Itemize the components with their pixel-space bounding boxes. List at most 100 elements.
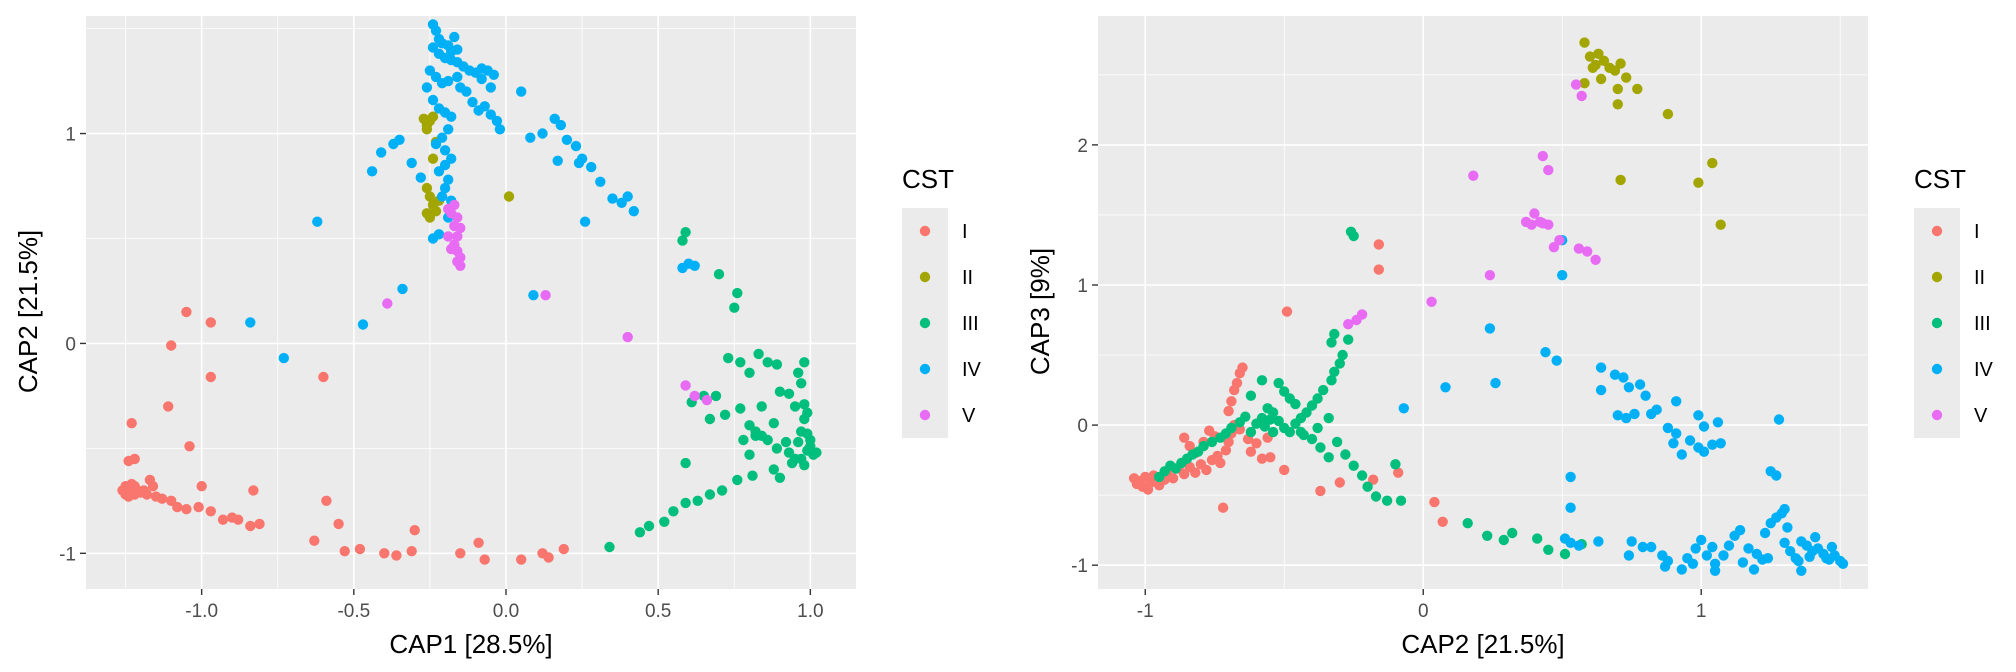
point-cst-III	[713, 269, 725, 280]
point-cst-III	[799, 357, 810, 368]
point-cst-IV	[1709, 565, 1721, 576]
point-cst-IV	[622, 191, 633, 202]
point-cst-III	[1348, 460, 1359, 471]
point-cst-IV	[1737, 557, 1749, 568]
point-cst-I	[1437, 516, 1448, 527]
point-cst-III	[680, 227, 691, 238]
point-cst-I	[233, 514, 244, 525]
legend-label-V: V	[1974, 405, 1988, 427]
point-cst-I	[1215, 457, 1226, 469]
point-cst-I	[1334, 477, 1346, 488]
point-cst-I	[1256, 453, 1268, 464]
point-cst-IV	[1490, 377, 1501, 389]
point-cst-III	[753, 348, 764, 360]
point-cst-I	[156, 493, 168, 504]
point-cst-I	[479, 554, 490, 565]
legend-label-IV: IV	[962, 359, 982, 381]
point-cst-III	[771, 443, 783, 454]
point-cst-III	[1256, 375, 1268, 386]
point-cst-III	[732, 474, 743, 486]
point-cst-IV	[689, 260, 700, 271]
x-tick-label: 1.0	[797, 601, 823, 622]
point-cst-I	[309, 535, 320, 546]
point-cst-III	[802, 428, 813, 439]
point-cst-III	[716, 485, 728, 496]
legend-swatch-V	[919, 409, 931, 421]
point-cst-IV	[1623, 382, 1635, 393]
point-cst-IV	[1707, 439, 1718, 450]
point-cst-IV	[476, 73, 487, 85]
point-cst-II	[430, 206, 442, 217]
point-cst-II	[427, 153, 439, 164]
point-cst-I	[543, 552, 554, 563]
point-cst-II	[1693, 177, 1704, 188]
point-cst-III	[729, 302, 740, 313]
panel-2-x-axis-title: CAP2 [21.5%]	[1401, 629, 1564, 659]
point-cst-III	[1295, 426, 1307, 438]
point-cst-IV	[430, 138, 442, 150]
y-tick-label: 0	[65, 334, 76, 355]
x-tick-label: 0.0	[493, 601, 519, 622]
point-cst-IV	[421, 82, 433, 93]
point-cst-IV	[1676, 564, 1688, 575]
x-tick-label: 1	[1696, 601, 1707, 622]
point-cst-I	[1393, 467, 1404, 478]
point-cst-IV	[485, 82, 496, 93]
point-cst-III	[604, 541, 615, 553]
point-cst-IV	[1773, 414, 1785, 425]
legend-swatch-I	[919, 225, 931, 237]
panel-1-ticks: -1.0 -0.5 0.0 0.5 1.0 -1 0 1	[59, 125, 823, 622]
point-cst-III	[1226, 422, 1237, 434]
point-cst-III	[793, 436, 804, 448]
point-cst-III	[1532, 533, 1543, 544]
legend-label-II: II	[1974, 267, 1985, 289]
point-cst-III	[1306, 433, 1318, 445]
point-cst-I	[1179, 468, 1190, 480]
point-cst-III	[762, 357, 773, 368]
panel-1-x-axis-title: CAP1 [28.5%]	[389, 629, 552, 659]
point-cst-I	[321, 495, 332, 506]
point-cst-III	[1326, 337, 1337, 348]
point-cst-IV	[1565, 537, 1576, 548]
point-cst-IV	[1640, 390, 1651, 401]
point-cst-III	[680, 457, 691, 469]
point-cst-IV	[1743, 543, 1754, 554]
legend-swatch-V	[1931, 409, 1943, 421]
point-cst-III	[1312, 422, 1323, 434]
point-cst-III	[771, 359, 783, 370]
point-cst-V	[1543, 164, 1554, 176]
point-cst-IV	[430, 25, 442, 36]
point-cst-IV	[525, 132, 536, 143]
point-cst-V	[1590, 254, 1601, 265]
panel-2-points	[1128, 37, 1849, 576]
point-cst-IV	[415, 172, 426, 183]
point-cst-IV	[1762, 553, 1774, 564]
point-cst-III	[1482, 530, 1493, 541]
point-cst-I	[379, 548, 390, 559]
point-cst-V	[1570, 79, 1582, 90]
panel-1-grid	[86, 16, 856, 589]
point-cst-III	[1343, 334, 1354, 345]
point-cst-I	[516, 554, 527, 565]
y-tick-label: -1	[1071, 556, 1088, 577]
point-cst-II	[1609, 65, 1621, 76]
point-cst-III	[793, 367, 804, 378]
legend-label-I: I	[962, 221, 968, 243]
point-cst-III	[692, 495, 703, 506]
point-cst-IV	[443, 124, 454, 135]
point-cst-III	[659, 516, 670, 527]
point-cst-III	[1265, 414, 1276, 425]
point-cst-V	[1576, 90, 1587, 102]
point-cst-III	[744, 449, 755, 460]
point-cst-IV	[1701, 550, 1713, 561]
point-cst-III	[1362, 481, 1373, 492]
point-cst-III	[780, 436, 792, 448]
point-cst-III	[1559, 548, 1571, 560]
point-cst-I	[1167, 473, 1179, 484]
panel-2-legend-title: CST	[1914, 164, 1966, 194]
point-cst-III	[811, 447, 822, 458]
point-cst-III	[704, 413, 716, 425]
point-cst-III	[1198, 440, 1209, 452]
point-cst-III	[1329, 328, 1340, 340]
